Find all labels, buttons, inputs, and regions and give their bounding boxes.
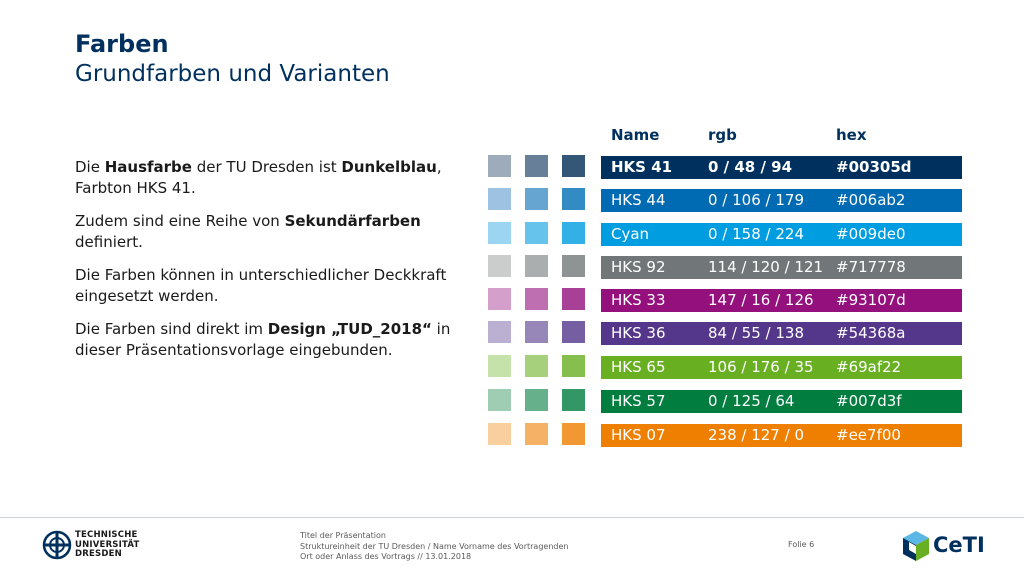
- footer-divider: [0, 517, 1024, 518]
- color-row: HKS 36 84 / 55 / 138 #54368a: [601, 322, 962, 345]
- presenter-info: Struktureinheit der TU Dresden / Name Vo…: [300, 541, 569, 551]
- color-hex: #54368a: [836, 324, 906, 342]
- color-name: HKS 57: [611, 392, 666, 410]
- slide-subtitle: Grundfarben und Varianten: [75, 61, 390, 87]
- tint-swatch: [562, 389, 585, 411]
- color-row: Cyan 0 / 158 / 224 #009de0: [601, 223, 962, 246]
- text-run: Die Farben können in unterschiedlicher D…: [75, 266, 447, 305]
- header-rgb: rgb: [708, 126, 737, 144]
- tint-swatch: [525, 423, 548, 445]
- color-hex: #006ab2: [836, 191, 906, 209]
- color-row: HKS 33 147 / 16 / 126 #93107d: [601, 289, 962, 312]
- color-row: HKS 44 0 / 106 / 179 #006ab2: [601, 189, 962, 212]
- tint-swatch: [562, 423, 585, 445]
- tint-swatch: [488, 321, 511, 343]
- color-name: HKS 92: [611, 258, 666, 276]
- body-text: Die Hausfarbe der TU Dresden ist Dunkelb…: [75, 157, 455, 373]
- slide-number: Folie 6: [788, 540, 815, 549]
- tint-swatch: [562, 188, 585, 210]
- color-hex: #ee7f00: [836, 426, 901, 444]
- color-row: HKS 57 0 / 125 / 64 #007d3f: [601, 390, 962, 413]
- tint-swatch: [525, 321, 548, 343]
- tint-swatch: [525, 222, 548, 244]
- color-rgb: 0 / 106 / 179: [708, 191, 804, 209]
- presentation-title: Titel der Präsentation: [300, 531, 386, 540]
- tint-swatch: [525, 188, 548, 210]
- text-bold: Sekundärfarben: [284, 212, 421, 230]
- ceti-cube-icon: [903, 531, 929, 561]
- header-name: Name: [611, 126, 660, 144]
- paragraph-1: Die Hausfarbe der TU Dresden ist Dunkelb…: [75, 157, 455, 199]
- event-info: Ort oder Anlass des Vortrags // 13.01.20…: [300, 552, 472, 561]
- paragraph-2: Zudem sind eine Reihe von Sekundärfarben…: [75, 211, 455, 253]
- ceti-wordmark: CeTI: [933, 533, 985, 557]
- tint-swatch: [488, 389, 511, 411]
- color-hex: #007d3f: [836, 392, 902, 410]
- color-name: HKS 65: [611, 358, 666, 376]
- color-hex: #00305d: [836, 158, 912, 176]
- tint-swatch: [488, 255, 511, 277]
- tint-swatch: [562, 321, 585, 343]
- color-name: HKS 36: [611, 324, 666, 342]
- tint-swatch: [488, 423, 511, 445]
- text-run: Die Farben sind direkt im: [75, 320, 268, 338]
- text-bold: Dunkelblau: [341, 158, 437, 176]
- color-hex: #69af22: [836, 358, 902, 376]
- color-rgb: 147 / 16 / 126: [708, 291, 814, 309]
- color-rgb: 238 / 127 / 0: [708, 426, 804, 444]
- tint-swatch: [525, 255, 548, 277]
- slide-title: Farben: [75, 30, 169, 58]
- color-name: HKS 41: [611, 158, 673, 176]
- color-hex: #93107d: [836, 291, 906, 309]
- text-run: definiert.: [75, 233, 143, 251]
- tu-dresden-seal-icon: [42, 530, 72, 560]
- tint-swatch: [488, 188, 511, 210]
- color-row: HKS 92 114 / 120 / 121 #717778: [601, 256, 962, 279]
- color-name: HKS 33: [611, 291, 666, 309]
- text-run: , Farbton HKS 41.: [75, 158, 442, 197]
- wordmark-line: UNIVERSITÄT: [75, 539, 140, 550]
- text-bold: Hausfarbe: [104, 158, 192, 176]
- university-wordmark: TECHNISCHE UNIVERSITÄT DRESDEN: [75, 530, 140, 560]
- color-rgb: 84 / 55 / 138: [708, 324, 804, 342]
- wordmark-line: TECHNISCHE: [75, 530, 138, 540]
- color-name: HKS 44: [611, 191, 666, 209]
- color-name: Cyan: [611, 225, 650, 243]
- color-hex: #717778: [836, 258, 906, 276]
- tint-swatch: [525, 355, 548, 377]
- paragraph-4: Die Farben sind direkt im Design „TUD_20…: [75, 319, 455, 361]
- text-run: Zudem sind eine Reihe von: [75, 212, 285, 230]
- color-row: HKS 07 238 / 127 / 0 #ee7f00: [601, 424, 962, 447]
- color-rgb: 114 / 120 / 121: [708, 258, 824, 276]
- tint-swatch: [525, 288, 548, 310]
- wordmark-line: DRESDEN: [75, 549, 122, 559]
- tint-swatch: [488, 288, 511, 310]
- text-bold: Design „TUD_2018“: [267, 320, 432, 338]
- color-rgb: 106 / 176 / 35: [708, 358, 814, 376]
- text-run: Die: [75, 158, 105, 176]
- color-hex: #009de0: [836, 225, 906, 243]
- tint-swatch: [488, 222, 511, 244]
- tint-swatch: [562, 222, 585, 244]
- color-rgb: 0 / 158 / 224: [708, 225, 804, 243]
- tint-swatch: [525, 389, 548, 411]
- text-run: in dieser Präsentationsvorlage eingebund…: [75, 320, 451, 359]
- text-run: der TU Dresden ist: [191, 158, 342, 176]
- color-row: HKS 65 106 / 176 / 35 #69af22: [601, 356, 962, 379]
- tint-swatch: [562, 355, 585, 377]
- tint-swatch: [562, 155, 585, 177]
- color-rgb: 0 / 48 / 94: [708, 158, 793, 176]
- color-name: HKS 07: [611, 426, 666, 444]
- tint-swatch: [488, 355, 511, 377]
- color-rgb: 0 / 125 / 64: [708, 392, 795, 410]
- paragraph-3: Die Farben können in unterschiedlicher D…: [75, 265, 455, 307]
- tint-swatch: [525, 155, 548, 177]
- color-row: HKS 41 0 / 48 / 94 #00305d: [601, 156, 962, 179]
- tint-swatch: [562, 288, 585, 310]
- header-hex: hex: [836, 126, 867, 144]
- footer-meta: Titel der Präsentation Struktureinheit d…: [300, 531, 568, 563]
- tint-swatch: [488, 155, 511, 177]
- tint-swatch: [562, 255, 585, 277]
